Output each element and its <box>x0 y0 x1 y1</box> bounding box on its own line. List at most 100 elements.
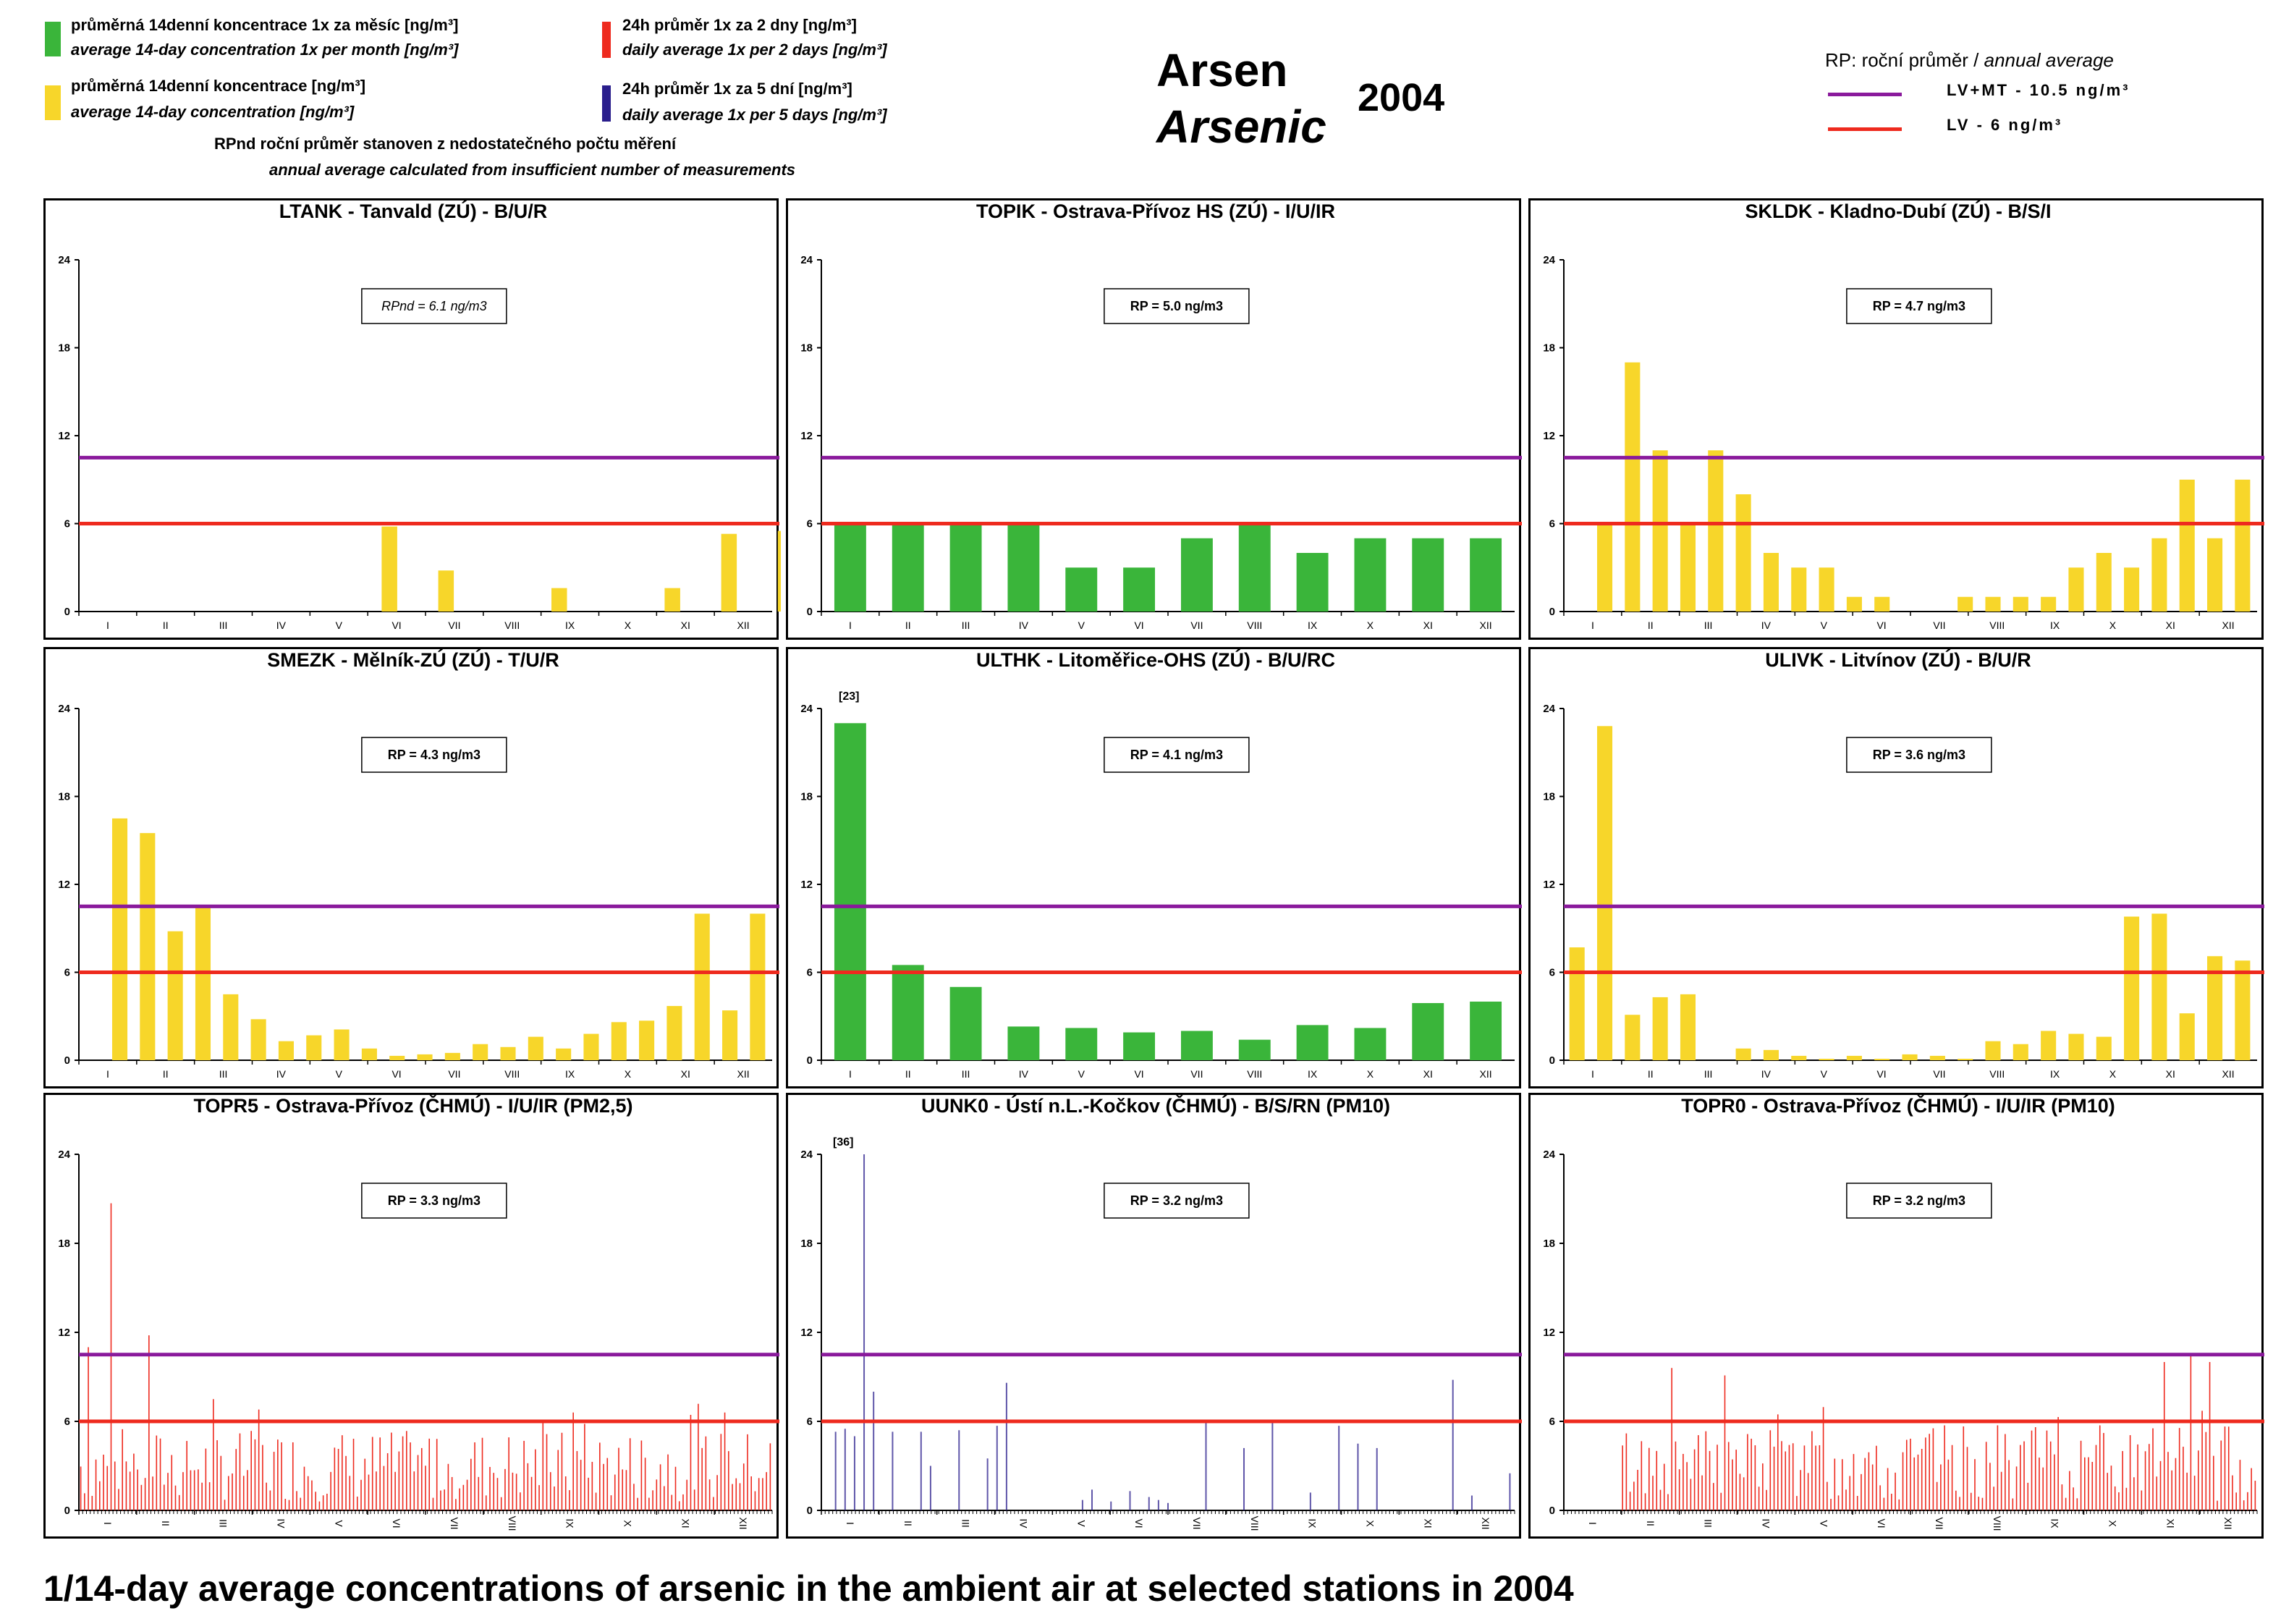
y-tick-label: 24 <box>58 254 70 266</box>
y-tick-label: 0 <box>807 1054 813 1067</box>
bar <box>2124 916 2140 1060</box>
x-tick-label: X <box>2109 619 2117 631</box>
chart-panel-topr0: TOPR0 - Ostrava-Přívoz (ČHMÚ) - I/U/IR (… <box>1528 1093 2264 1539</box>
bar <box>1625 362 1641 612</box>
x-tick-label: X <box>1367 1068 1374 1080</box>
annual-note: RP = 3.6 ng/m3 <box>1873 748 1965 762</box>
legend-biweekly-en: average 14-day concentration [ng/m³] <box>71 103 355 121</box>
x-tick-label: XII <box>737 1517 749 1529</box>
y-tick-label: 0 <box>807 606 813 618</box>
x-tick-label: XI <box>681 619 690 631</box>
x-tick-label: XII <box>2222 619 2235 631</box>
x-tick-label: V <box>1818 1520 1829 1527</box>
bar <box>1123 567 1156 612</box>
annual-note-box <box>1104 288 1250 324</box>
x-tick-label: II <box>902 1521 914 1526</box>
y-tick-label: 12 <box>58 1327 70 1339</box>
bar <box>1412 538 1444 612</box>
legend-daily5-en: daily average 1x per 5 days [ng/m³] <box>622 106 887 124</box>
bar <box>2207 538 2223 612</box>
bar <box>2207 956 2223 1060</box>
y-tick-label: 18 <box>1543 1238 1555 1250</box>
x-tick-label: XII <box>1480 619 1492 631</box>
annual-note: RPnd = 6.1 ng/m3 <box>381 299 487 313</box>
y-tick-label: 12 <box>1543 879 1555 891</box>
bar <box>949 523 982 612</box>
x-tick-label: III <box>962 1068 970 1080</box>
bar <box>1819 1058 1834 1060</box>
x-tick-label: IV <box>1019 619 1029 631</box>
annual-note: RP = 3.3 ng/m3 <box>388 1193 481 1208</box>
x-tick-label: IV <box>276 619 287 631</box>
x-tick-label: VII <box>1933 619 1945 631</box>
chart-panel-uunk0: UUNK0 - Ústí n.L.-Kočkov (ČHMÚ) - B/S/RN… <box>786 1093 1522 1539</box>
lv-legend-text: LV - 6 ng/m³ <box>1947 116 2063 134</box>
x-tick-label: VII <box>448 1068 460 1080</box>
bar <box>1596 523 1613 612</box>
title-year: 2004 <box>1358 76 1445 119</box>
x-tick-label: V <box>336 1068 343 1080</box>
x-tick-label: VII <box>448 619 460 631</box>
bar <box>278 1041 294 1060</box>
x-tick-label: VII <box>1934 1517 1945 1529</box>
bar <box>1763 553 1779 612</box>
bar <box>1354 538 1387 612</box>
lv-legend-line <box>1828 127 1902 131</box>
y-tick-label: 18 <box>1543 791 1555 803</box>
x-tick-label: III <box>218 1519 229 1528</box>
legend-swatch-daily5 <box>602 85 611 122</box>
legend-monthly-cz: průměrná 14denní koncentrace 1x za měsíc… <box>71 16 459 34</box>
bar <box>2179 1013 2195 1060</box>
x-tick-label: II <box>905 1068 911 1080</box>
lvmt-legend-text: LV+MT - 10.5 ng/m³ <box>1947 81 2130 99</box>
bar <box>1957 1058 1973 1060</box>
y-tick-label: 0 <box>64 1054 70 1067</box>
bar <box>1874 596 1890 612</box>
legend-daily2-cz: 24h průměr 1x za 2 dny [ng/m³] <box>622 16 857 34</box>
x-tick-label: V <box>1821 619 1828 631</box>
y-tick-label: 12 <box>800 1327 813 1339</box>
x-tick-label: V <box>1078 1068 1085 1080</box>
x-tick-label: VI <box>1876 1068 1886 1080</box>
bar <box>223 994 239 1060</box>
bar <box>111 818 128 1060</box>
x-tick-label: II <box>905 619 911 631</box>
y-tick-label: 0 <box>1549 606 1555 618</box>
bar <box>2124 567 2140 612</box>
x-tick-label: I <box>106 1068 109 1080</box>
y-tick-label: 6 <box>1549 518 1555 530</box>
x-tick-label: III <box>219 1068 228 1080</box>
bar <box>722 1010 738 1060</box>
lvmt-legend-line <box>1828 93 1902 96</box>
chart-svg: TOPIK - Ostrava-Přívoz HS (ZÚ) - I/U/IR 0… <box>800 200 1522 631</box>
x-tick-label: X <box>622 1520 633 1527</box>
y-tick-label: 18 <box>800 791 813 803</box>
x-tick-label: XI <box>1422 1518 1434 1528</box>
bar <box>444 1052 460 1060</box>
x-tick-label: IV <box>276 1068 287 1080</box>
bar <box>2012 596 2028 612</box>
bar <box>949 986 982 1060</box>
x-tick-label: IX <box>564 1518 576 1528</box>
x-tick-label: IX <box>1308 619 1318 631</box>
bar <box>2012 1044 2028 1060</box>
annual-note: RP = 4.1 ng/m3 <box>1130 748 1223 762</box>
chart-title: ULTHK - Litoměřice-OHS (ZÚ) - B/U/RC <box>976 649 1335 671</box>
y-tick-label: 24 <box>58 703 70 715</box>
y-tick-label: 0 <box>1549 1505 1555 1517</box>
bar <box>777 530 781 612</box>
bar <box>2041 596 2057 612</box>
bar <box>1846 1055 1862 1060</box>
bar <box>1354 1028 1387 1060</box>
x-tick-label: IX <box>565 1068 575 1080</box>
x-tick-label: III <box>1703 1519 1714 1528</box>
chart-title: UUNK0 - Ústí n.L.-Kočkov (ČHMÚ) - B/S/RN… <box>921 1095 1390 1117</box>
bar <box>694 913 710 1060</box>
bar <box>1874 1058 1890 1060</box>
annual-note: RP = 5.0 ng/m3 <box>1130 299 1223 313</box>
chart-svg: ULTHK - Litoměřice-OHS (ZÚ) - B/U/RC 0 6 12… <box>800 649 1522 1080</box>
chart-svg: SKLDK - Kladno-Dubí (ZÚ) - B/S/I 0 6 12 18 24… <box>1543 200 2264 631</box>
bar <box>528 1036 543 1060</box>
